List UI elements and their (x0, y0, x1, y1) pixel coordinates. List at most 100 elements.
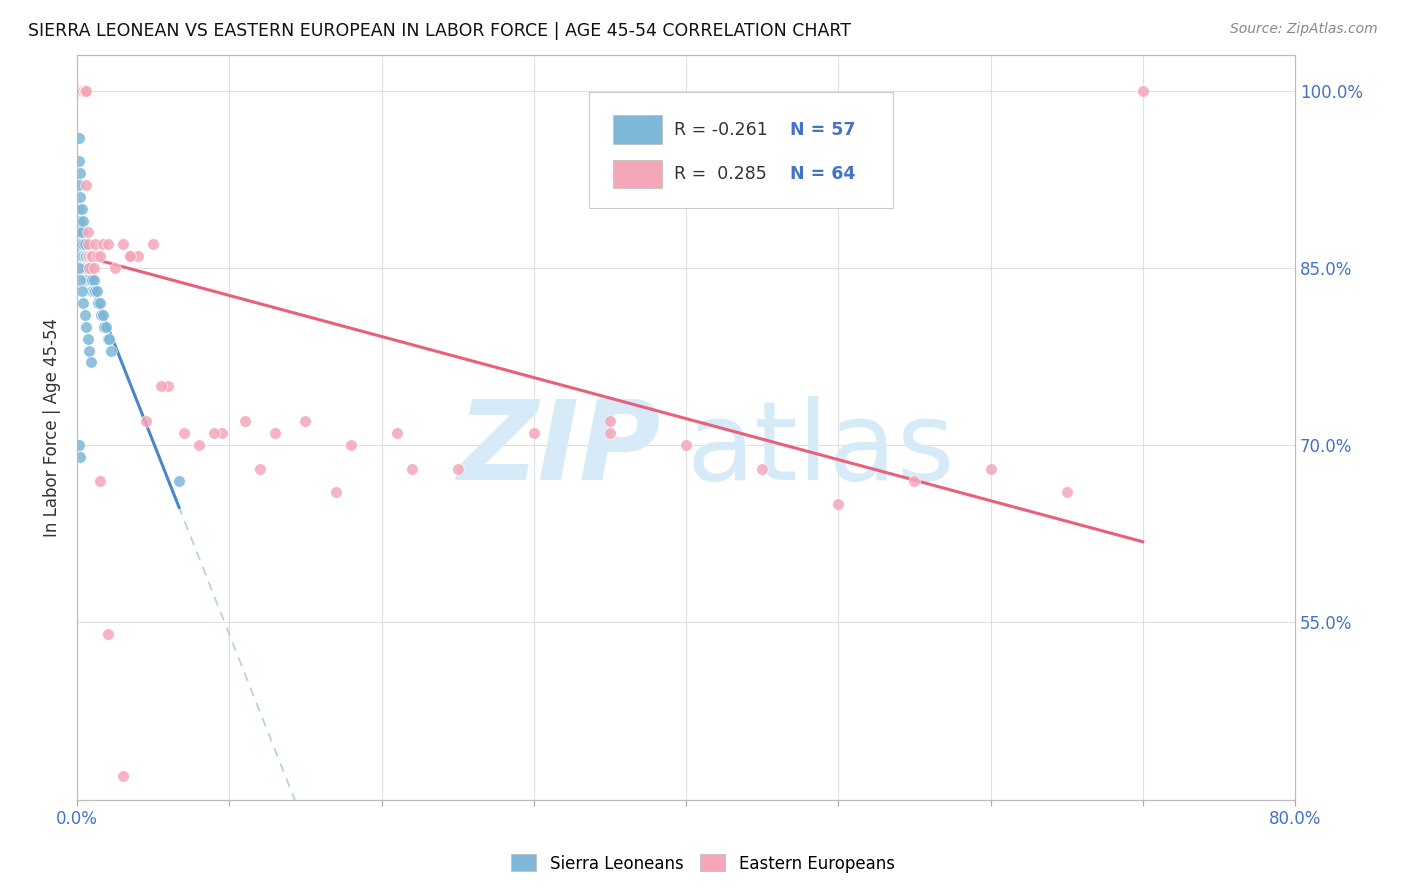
Point (67, 154, 90, 169)
Point (98, 332, 121, 346)
Point (202, 426, 225, 441)
Text: atlas: atlas (686, 396, 955, 503)
Point (675, 438, 697, 452)
Bar (613, 160, 662, 188)
Point (149, 379, 172, 393)
Point (80, 260, 103, 275)
Point (827, 497, 849, 511)
Point (73, 84, 96, 98)
Text: ZIP: ZIP (458, 396, 662, 503)
Point (249, 461, 271, 475)
Point (70, 84, 93, 98)
Point (1132, 84, 1154, 98)
Point (82, 272, 104, 286)
Point (76, 226, 98, 240)
Point (599, 414, 621, 428)
Point (76, 332, 98, 346)
Point (77, 272, 100, 286)
Y-axis label: In Labor Force | Age 45-54: In Labor Force | Age 45-54 (44, 318, 60, 537)
Point (96, 332, 118, 346)
Point (72, 84, 94, 98)
Point (72, 213, 94, 227)
Point (73, 84, 96, 98)
Point (69, 450, 91, 464)
Point (903, 474, 925, 488)
Point (69, 84, 91, 98)
Point (599, 426, 621, 441)
Point (94, 319, 117, 334)
Point (77, 260, 100, 275)
Point (91, 308, 114, 322)
Point (142, 237, 165, 252)
Bar (613, 115, 662, 144)
Point (83, 260, 105, 275)
Point (67, 202, 90, 216)
Point (447, 461, 470, 475)
Point (980, 461, 1002, 475)
Point (75, 260, 97, 275)
Point (72, 84, 94, 98)
Point (80, 249, 103, 263)
Point (86, 285, 108, 299)
Point (72, 249, 94, 263)
Point (751, 461, 773, 475)
Point (87, 296, 110, 310)
Point (111, 237, 134, 252)
Point (69, 213, 91, 227)
Point (67, 178, 90, 193)
Point (73, 260, 96, 275)
Point (120, 249, 142, 263)
Point (104, 260, 127, 275)
Point (89, 249, 111, 263)
Point (82, 285, 104, 299)
Point (84, 237, 107, 252)
Point (82, 249, 104, 263)
Point (340, 438, 363, 452)
Point (67, 84, 90, 98)
Point (264, 426, 287, 441)
Point (76, 237, 98, 252)
Point (80, 272, 103, 286)
Point (77, 343, 100, 358)
Text: N = 57: N = 57 (790, 120, 855, 138)
Point (91, 237, 114, 252)
Point (83, 272, 105, 286)
Point (70, 202, 93, 216)
Point (69, 84, 91, 98)
Point (90, 308, 112, 322)
Point (127, 249, 149, 263)
Point (76, 260, 98, 275)
Point (157, 379, 180, 393)
Point (67, 84, 90, 98)
Point (93, 319, 115, 334)
Point (76, 249, 98, 263)
Text: R =  0.285: R = 0.285 (673, 165, 766, 183)
Point (84, 285, 107, 299)
Point (385, 426, 408, 441)
Point (75, 84, 97, 98)
Point (120, 249, 142, 263)
Legend: Sierra Leoneans, Eastern Europeans: Sierra Leoneans, Eastern Europeans (505, 847, 901, 880)
Point (67, 438, 90, 452)
Point (173, 426, 195, 441)
Point (69, 190, 91, 204)
Point (77, 249, 100, 263)
Point (72, 296, 94, 310)
Point (67, 84, 90, 98)
Point (70, 226, 93, 240)
Point (69, 249, 91, 263)
Point (69, 84, 91, 98)
Point (111, 769, 134, 783)
Point (73, 237, 96, 252)
Point (325, 485, 347, 500)
FancyBboxPatch shape (589, 93, 893, 208)
Text: R = -0.261: R = -0.261 (673, 120, 768, 138)
Point (1056, 485, 1078, 500)
Point (72, 237, 94, 252)
Point (73, 249, 96, 263)
Point (67, 260, 90, 275)
Point (83, 285, 105, 299)
Point (69, 237, 91, 252)
Point (70, 249, 93, 263)
Text: N = 64: N = 64 (790, 165, 855, 183)
